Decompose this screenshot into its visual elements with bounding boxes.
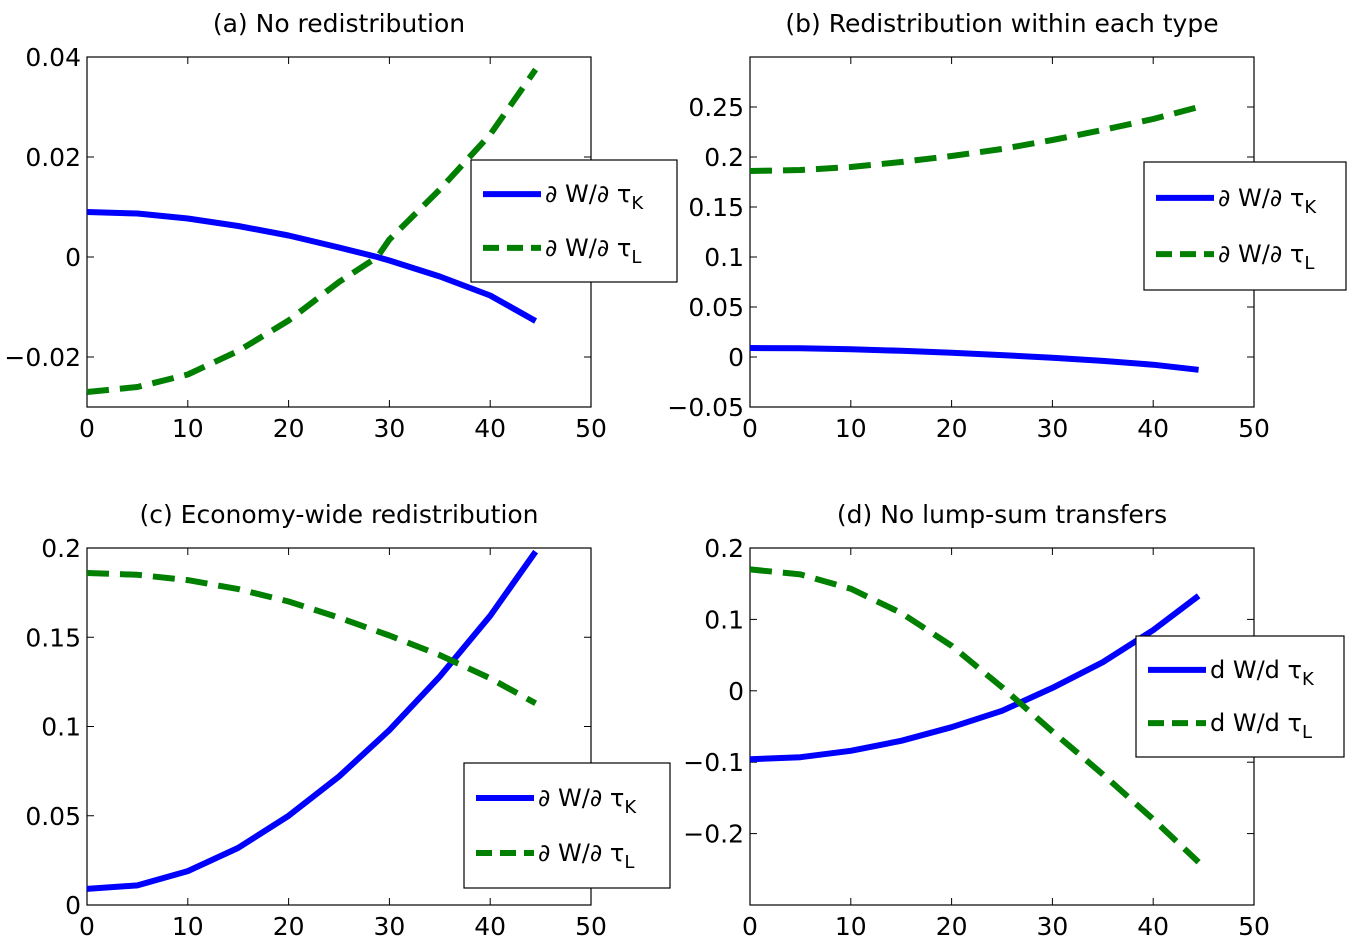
legend-label-L: ∂ W/∂ τL [545, 234, 641, 268]
x-tick-label: 50 [1238, 912, 1270, 941]
y-tick-label: 0.15 [688, 193, 744, 222]
chart-title: (a) No redistribution [213, 9, 465, 38]
y-tick-label: 0.1 [41, 713, 81, 742]
legend-label-text: ∂ W/∂ τ [1218, 184, 1304, 212]
y-tick-label: 0.05 [25, 802, 81, 831]
y-tick-label: −0.2 [683, 820, 744, 849]
chart-title: (d) No lump-sum transfers [837, 500, 1167, 529]
series-line-K [749, 345, 1199, 373]
y-tick-label: 0 [65, 891, 81, 920]
chart-panel-b: (b) Redistribution within each type 0 10 20… [667, 9, 1347, 443]
y-tick-label: 0.05 [688, 293, 744, 322]
y-tick-label: 0.2 [41, 534, 81, 563]
legend-label-text: d W/d τ [1210, 709, 1302, 737]
legend-label-text: ∂ W/∂ τ [538, 839, 624, 867]
legend-label-subscript: K [624, 797, 637, 818]
legend-label-K: d W/d τK [1210, 656, 1315, 690]
series-line-L [86, 67, 539, 395]
legend-box [1135, 635, 1345, 758]
x-tick-label: 20 [273, 414, 305, 443]
legend: d W/d τKd W/d τL [1135, 635, 1345, 758]
y-tick-label: 0.04 [25, 43, 81, 72]
x-tick-label: 10 [172, 414, 204, 443]
x-tick-label: 30 [1036, 414, 1068, 443]
y-tick-label: 0.1 [704, 605, 744, 634]
x-tick-label: 40 [474, 912, 506, 941]
legend-label-text: ∂ W/∂ τ [545, 234, 631, 262]
legend-label-text: d W/d τ [1210, 656, 1302, 684]
y-tick-label: 0.1 [704, 243, 744, 272]
legend-label-subscript: L [1304, 253, 1314, 274]
x-tick-label: 10 [835, 912, 867, 941]
legend-label-text: ∂ W/∂ τ [1218, 240, 1304, 268]
legend-label-subscript: K [631, 193, 644, 214]
x-tick-label: 40 [1137, 414, 1169, 443]
y-tick-label: 0.25 [688, 93, 744, 122]
x-tick-label: 50 [575, 912, 607, 941]
chart-panel-c: (c) Economy-wide redistribution 0 10 20 30 40… [25, 500, 671, 941]
chart-title: (b) Redistribution within each type [785, 9, 1218, 38]
legend: ∂ W/∂ τK∂ W/∂ τL [1143, 161, 1347, 291]
x-tick-label: 40 [1137, 912, 1169, 941]
legend-label-K: ∂ W/∂ τK [545, 180, 644, 214]
series-line-L [749, 566, 1201, 865]
y-tick-label: 0 [728, 677, 744, 706]
y-tick-label: 0.15 [25, 623, 81, 652]
legend: ∂ W/∂ τK∂ W/∂ τL [463, 762, 671, 889]
x-tick-label: 10 [835, 414, 867, 443]
x-tick-label: 10 [172, 912, 204, 941]
legend-label-K: ∂ W/∂ τK [1218, 184, 1317, 218]
legend-box [470, 159, 678, 283]
x-tick-label: 20 [273, 912, 305, 941]
x-tick-label: 0 [742, 912, 758, 941]
y-tick-label: −0.02 [4, 343, 81, 372]
x-tick-label: 0 [79, 414, 95, 443]
legend-box [1143, 161, 1347, 291]
y-tick-label: 0.2 [704, 534, 744, 563]
x-tick-label: 0 [742, 414, 758, 443]
legend-label-subscript: L [624, 852, 634, 873]
legend: ∂ W/∂ τK∂ W/∂ τL [470, 159, 678, 283]
x-tick-label: 30 [373, 912, 405, 941]
x-tick-label: 0 [79, 912, 95, 941]
series-line-K [86, 549, 539, 892]
series-line-K [86, 209, 538, 324]
series-line-L [86, 570, 538, 706]
y-tick-label: −0.1 [683, 748, 744, 777]
legend-label-K: ∂ W/∂ τK [538, 784, 637, 818]
chart-panel-a: (a) No redistribution 0 10 20 30 40 50 −0.02 0 0.… [4, 9, 678, 443]
legend-label-L: ∂ W/∂ τL [538, 839, 634, 873]
legend-label-subscript: L [1302, 722, 1312, 743]
y-tick-label: −0.05 [667, 393, 744, 422]
y-tick-label: 0.2 [704, 143, 744, 172]
x-tick-label: 20 [936, 414, 968, 443]
x-tick-label: 30 [373, 414, 405, 443]
y-tick-label: 0 [728, 343, 744, 372]
x-tick-label: 50 [1238, 414, 1270, 443]
x-tick-label: 40 [474, 414, 506, 443]
y-tick-label: 0 [65, 243, 81, 272]
series-line-L [749, 104, 1200, 174]
y-tick-label: 0.02 [25, 143, 81, 172]
legend-box [463, 762, 671, 889]
chart-panel-d: (d) No lump-sum transfers 0 10 20 30 40 50 −0.2… [683, 500, 1345, 941]
legend-label-subscript: L [631, 247, 641, 268]
chart-title: (c) Economy-wide redistribution [139, 500, 538, 529]
x-tick-label: 20 [936, 912, 968, 941]
legend-label-L: ∂ W/∂ τL [1218, 240, 1314, 274]
legend-label-text: ∂ W/∂ τ [538, 784, 624, 812]
legend-label-L: d W/d τL [1210, 709, 1312, 743]
legend-label-subscript: K [1304, 197, 1317, 218]
legend-label-text: ∂ W/∂ τ [545, 180, 631, 208]
legend-label-subscript: K [1302, 669, 1315, 690]
x-tick-label: 30 [1036, 912, 1068, 941]
series-line-K [749, 593, 1201, 763]
x-tick-label: 50 [575, 414, 607, 443]
